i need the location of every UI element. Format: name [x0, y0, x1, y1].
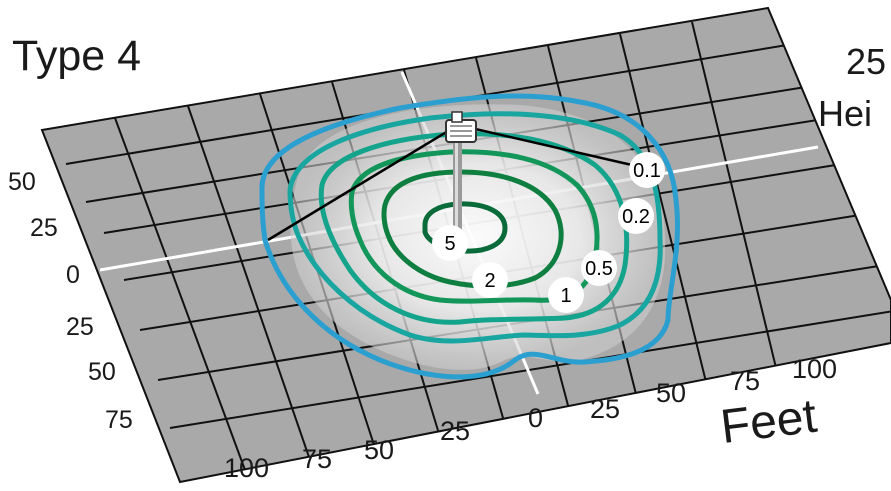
contour-1	[348, 149, 600, 304]
x-tick-label: 0	[528, 403, 544, 433]
y-tick-label: 25	[30, 214, 58, 242]
contour-0-1	[259, 93, 680, 380]
svg-text:5: 5	[444, 233, 455, 255]
svg-text:0.5: 0.5	[585, 258, 613, 280]
x-tick-label: 25	[590, 394, 621, 424]
y-tick-label: 25	[66, 313, 94, 341]
x-tick-label: 100	[792, 354, 838, 384]
x-axis-unit-label: Feet	[717, 389, 820, 454]
label-0-5: 0.5	[581, 250, 617, 286]
mounting-height-value: 25	[846, 41, 887, 82]
x-tick-label: 100	[224, 453, 270, 483]
svg-text:2: 2	[484, 270, 495, 292]
pole-highlight	[455, 140, 458, 242]
label-0-1: 0.1	[629, 152, 665, 188]
y-tick-label: 50	[88, 358, 116, 386]
x-tick-label: 50	[364, 435, 395, 465]
beam-lines	[267, 123, 646, 242]
label-1: 1	[548, 277, 584, 313]
svg-text:0.2: 0.2	[622, 206, 650, 228]
x-tick-label: 75	[730, 366, 761, 396]
svg-text:1: 1	[560, 285, 571, 307]
y-tick-label: 75	[105, 406, 133, 434]
mounting-height-label: Hei	[818, 93, 873, 134]
svg-text:0.1: 0.1	[633, 160, 661, 182]
x-tick-label: 75	[302, 444, 333, 474]
label-0-2: 0.2	[618, 198, 654, 234]
luminaire-icon	[445, 111, 477, 143]
x-tick-label: 25	[440, 416, 471, 446]
diagram-title: Type 4	[12, 32, 142, 80]
x-tick-label: 50	[656, 378, 687, 408]
contour-0-2	[287, 111, 663, 344]
y-tick-label: 50	[8, 168, 36, 196]
contour-labels: 0.1 0.2 0.5 1 2 5	[432, 152, 665, 313]
label-5: 5	[432, 225, 468, 261]
label-2: 2	[472, 262, 508, 298]
y-tick-label: 0	[66, 261, 80, 289]
